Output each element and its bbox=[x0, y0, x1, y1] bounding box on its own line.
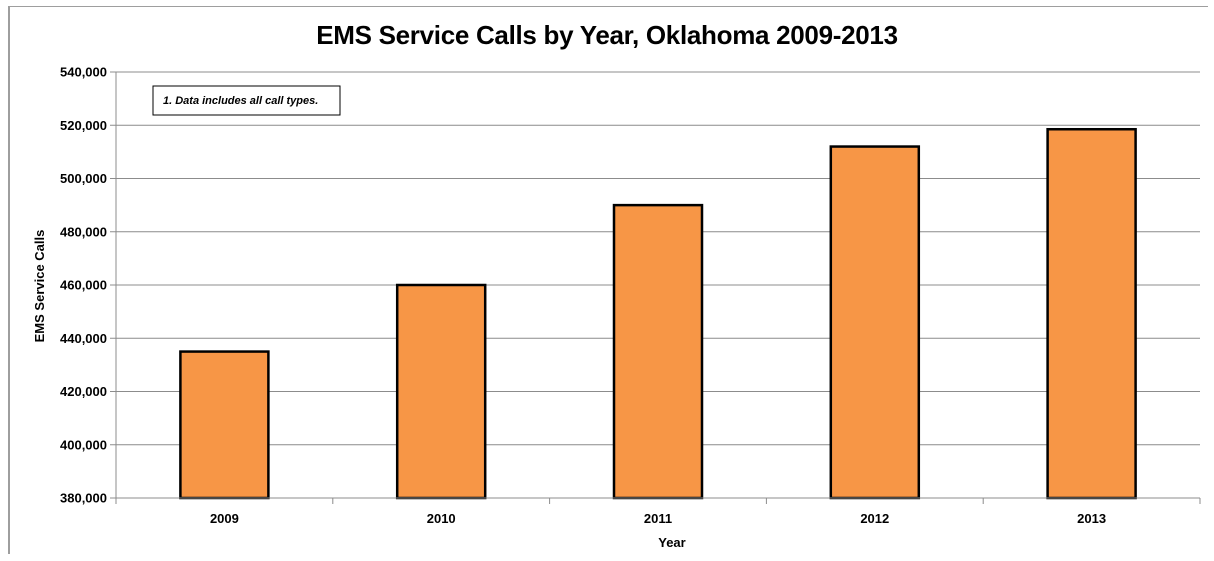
x-tick-label: 2010 bbox=[427, 511, 456, 526]
bar-2009 bbox=[179, 350, 270, 500]
x-tick-label: 2012 bbox=[860, 511, 889, 526]
bar-2010 bbox=[395, 283, 487, 500]
chart-title: EMS Service Calls by Year, Oklahoma 2009… bbox=[316, 20, 898, 50]
note-box: 1. Data includes all call types. bbox=[152, 85, 341, 116]
bar-2013 bbox=[1046, 127, 1137, 500]
x-axis-title: Year bbox=[658, 535, 685, 550]
axes bbox=[115, 72, 1200, 499]
y-tick-label: 460,000 bbox=[60, 278, 107, 293]
y-tick-label: 520,000 bbox=[60, 118, 107, 133]
x-tick-labels: 2009 2010 2011 2012 2013 bbox=[115, 498, 1201, 526]
y-tick-label: 400,000 bbox=[60, 437, 107, 452]
x-tick-label: 2013 bbox=[1077, 511, 1106, 526]
bars bbox=[179, 127, 1137, 500]
y-tick-label: 480,000 bbox=[60, 224, 107, 239]
y-tick-label: 380,000 bbox=[60, 491, 107, 506]
y-tick-label: 540,000 bbox=[60, 65, 107, 80]
x-tick-label: 2009 bbox=[210, 511, 239, 526]
bar-2011 bbox=[612, 203, 704, 500]
note-box-border bbox=[152, 85, 341, 116]
bar-2012 bbox=[829, 145, 921, 500]
y-tick-label: 420,000 bbox=[60, 384, 107, 399]
chart-frame bbox=[8, 6, 1208, 554]
y-tick-label: 500,000 bbox=[60, 171, 107, 186]
y-axis-title: EMS Service Calls bbox=[32, 230, 47, 343]
y-tick-labels: 380,000 400,000 420,000 440,000 460,000 480,0… bbox=[60, 65, 116, 506]
y-tick-label: 440,000 bbox=[60, 331, 107, 346]
x-tick-label: 2011 bbox=[644, 511, 672, 526]
note-text: 1. Data includes all call types. bbox=[163, 95, 318, 107]
